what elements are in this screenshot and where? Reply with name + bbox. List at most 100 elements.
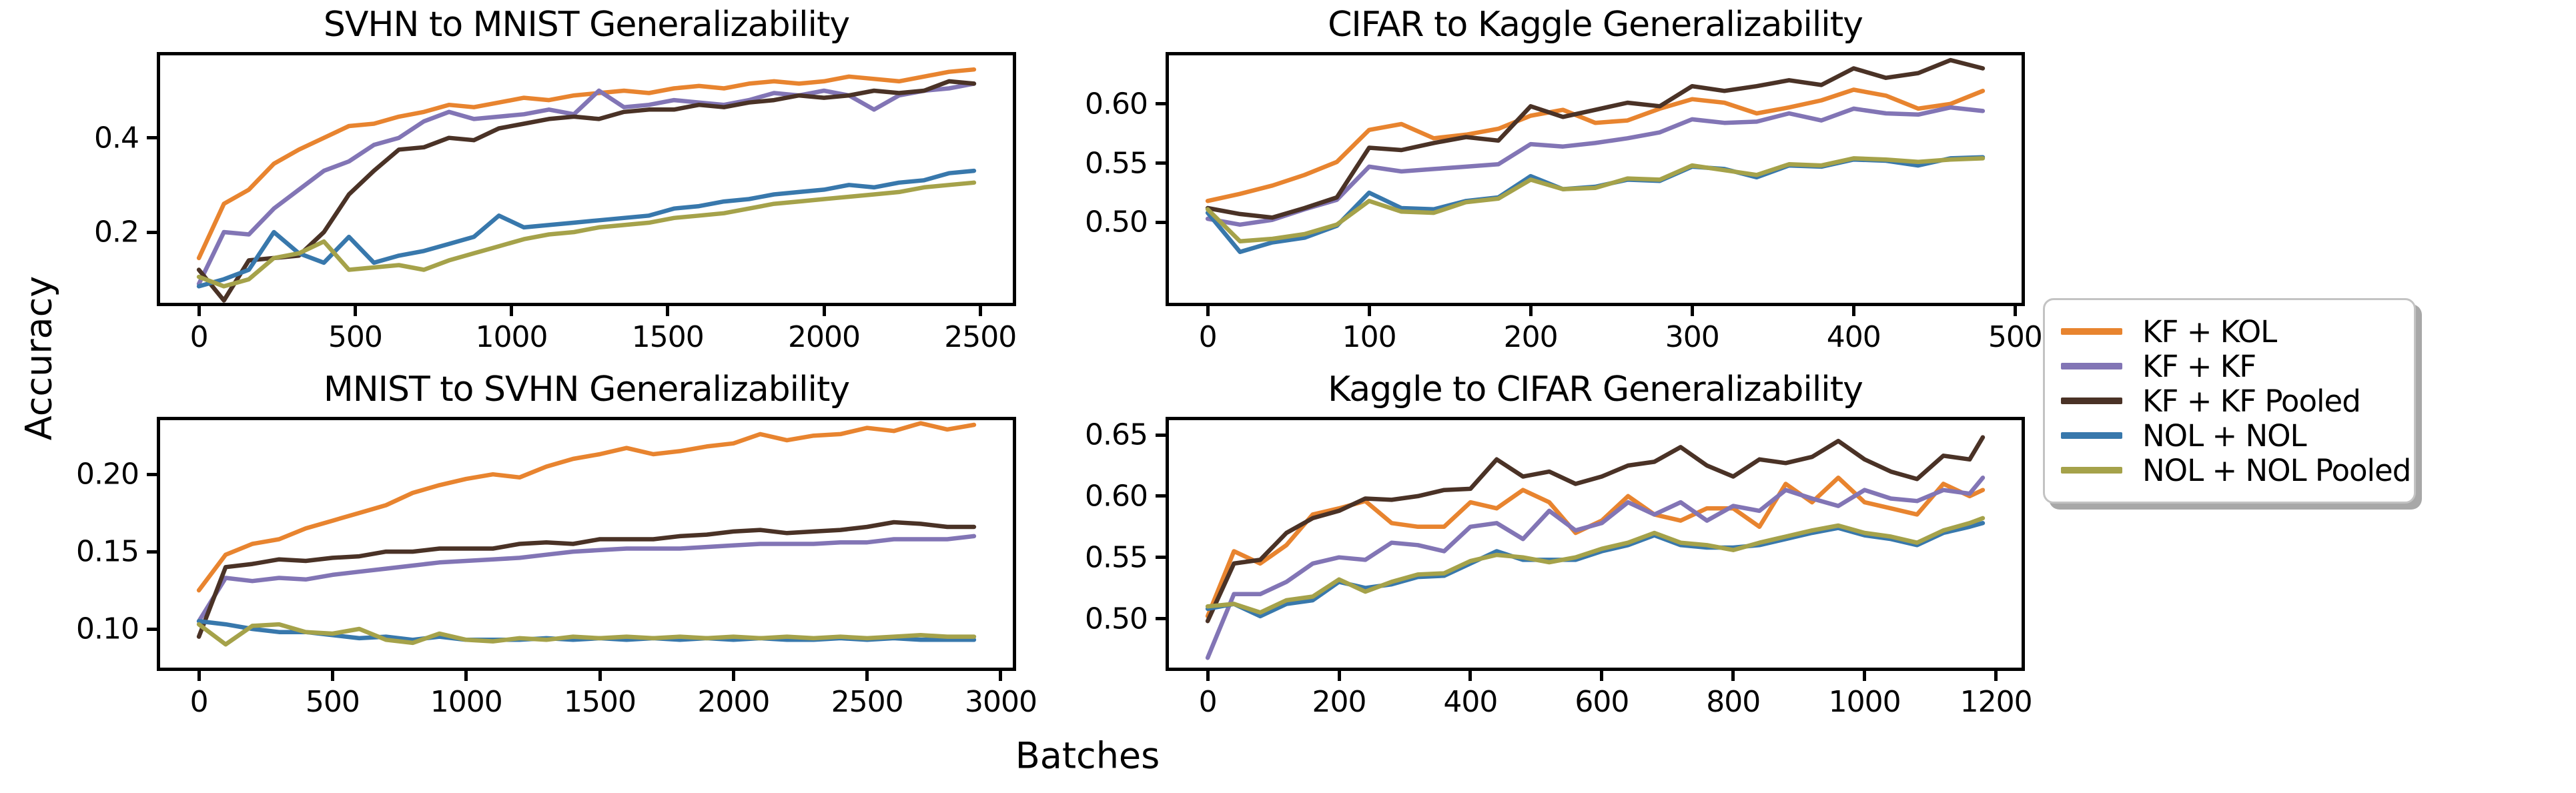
chart-title-kaggle-cifar: Kaggle to CIFAR Generalizability xyxy=(1328,369,1863,410)
y-tick-label: 0.4 xyxy=(94,121,139,155)
x-tick-mark xyxy=(1851,306,1855,316)
x-tick-label: 800 xyxy=(1706,685,1761,719)
y-tick-mark xyxy=(147,136,157,140)
x-tick-label: 0 xyxy=(1198,685,1218,719)
y-tick-mark xyxy=(1156,220,1166,224)
chart-title-cifar-kaggle: CIFAR to Kaggle Generalizability xyxy=(1328,5,1863,45)
x-tick-mark xyxy=(1206,306,1210,316)
x-tick-mark xyxy=(999,671,1003,681)
y-tick-label: 0.50 xyxy=(1085,205,1148,239)
x-tick-label: 0 xyxy=(189,320,209,354)
legend-item-2: KF + KF Pooled xyxy=(2061,383,2398,419)
x-axis-label: Batches xyxy=(1015,734,1160,777)
y-tick-mark xyxy=(147,472,157,476)
x-tick-mark xyxy=(731,671,735,681)
series-line-nol-nol xyxy=(1205,521,1986,619)
y-tick-mark xyxy=(1156,161,1166,165)
x-tick-label: 500 xyxy=(1988,320,2043,354)
x-tick-label: 200 xyxy=(1503,320,1559,354)
legend-line-swatch xyxy=(2061,363,2122,369)
y-tick-mark xyxy=(147,627,157,631)
series-line-kf-kol xyxy=(196,67,977,261)
plot-area-mnist-svhn xyxy=(196,421,977,647)
series-line-kf-kf-pooled xyxy=(196,520,977,639)
y-axis-label: Accuracy xyxy=(17,275,60,441)
chart-title-mnist-svhn: MNIST to SVHN Generalizability xyxy=(323,369,850,410)
x-tick-label: 600 xyxy=(1575,685,1629,719)
legend-label: NOL + NOL Pooled xyxy=(2142,452,2411,488)
series-line-kf-kol xyxy=(1205,87,1986,203)
x-tick-mark xyxy=(1863,671,1867,681)
plot-area-kaggle-cifar xyxy=(1205,435,1986,660)
legend-label: NOL + NOL xyxy=(2142,418,2307,454)
y-tick-mark xyxy=(147,550,157,554)
series-line-kf-kol xyxy=(1205,476,1986,619)
legend-line-swatch xyxy=(2061,328,2122,335)
series-line-kf-kf xyxy=(196,534,977,624)
x-tick-label: 2500 xyxy=(944,320,1017,354)
y-tick-label: 0.65 xyxy=(1085,418,1148,452)
x-tick-label: 500 xyxy=(328,320,383,354)
x-tick-label: 2500 xyxy=(831,685,904,719)
x-tick-mark xyxy=(1600,671,1604,681)
legend-label: KF + KOL xyxy=(2142,313,2277,349)
series-line-kf-kf-pooled xyxy=(196,79,977,303)
x-tick-mark xyxy=(1468,671,1472,681)
x-tick-label: 400 xyxy=(1443,685,1498,719)
x-tick-mark xyxy=(353,306,357,316)
x-tick-label: 0 xyxy=(189,685,209,719)
series-line-kf-kf-pooled xyxy=(1205,435,1986,624)
chart-svhn-mnist: SVHN to MNIST Generalizability 0 500 1000 15… xyxy=(94,5,1017,354)
x-tick-mark xyxy=(1731,671,1735,681)
series-line-kf-kf-pooled xyxy=(1205,57,1986,220)
x-tick-mark xyxy=(865,671,869,681)
y-tick-mark xyxy=(1156,433,1166,437)
x-tick-label: 100 xyxy=(1342,320,1397,354)
x-tick-mark xyxy=(978,306,982,316)
x-tick-mark xyxy=(822,306,826,316)
y-tick-label: 0.55 xyxy=(1085,540,1148,575)
legend: KF + KOL KF + KF KF + KF Pooled NOL + NOL NO… xyxy=(2043,298,2416,504)
y-tick-label: 0.10 xyxy=(76,612,139,646)
series-line-nol-nol-pooled xyxy=(1205,516,1986,615)
y-tick-label: 0.2 xyxy=(94,215,139,249)
chart-mnist-svhn: MNIST to SVHN Generalizability 0 500 1000 15… xyxy=(76,369,1037,719)
x-tick-label: 300 xyxy=(1665,320,1720,354)
y-tick-mark xyxy=(1156,494,1166,498)
legend-line-swatch xyxy=(2061,467,2122,474)
y-tick-label: 0.20 xyxy=(76,457,139,492)
chart-kaggle-cifar: Kaggle to CIFAR Generalizability 0 200 400 6… xyxy=(1085,369,2033,719)
legend-label: KF + KF xyxy=(2142,348,2256,384)
series-line-kf-kol xyxy=(196,421,977,593)
x-tick-mark xyxy=(1994,671,1998,681)
legend-label: KF + KF Pooled xyxy=(2142,383,2361,419)
x-tick-label: 400 xyxy=(1826,320,1881,354)
x-tick-label: 1500 xyxy=(631,320,705,354)
y-tick-mark xyxy=(1156,556,1166,560)
x-tick-mark xyxy=(666,306,670,316)
series-line-kf-kf xyxy=(1205,105,1986,227)
series-line-kf-kf xyxy=(1205,476,1986,660)
x-tick-label: 1500 xyxy=(564,685,636,719)
x-tick-label: 2000 xyxy=(697,685,770,719)
series-line-nol-nol xyxy=(196,168,977,289)
legend-item-0: KF + KOL xyxy=(2061,313,2398,349)
x-tick-mark xyxy=(598,671,602,681)
y-tick-mark xyxy=(1156,617,1166,621)
x-tick-mark xyxy=(1206,671,1210,681)
x-tick-mark xyxy=(1367,306,1371,316)
y-tick-label: 0.15 xyxy=(76,534,139,569)
plot-area-svhn-mnist xyxy=(196,67,977,303)
x-tick-label: 1000 xyxy=(1828,685,1901,719)
legend-item-4: NOL + NOL Pooled xyxy=(2061,453,2411,488)
legend-line-swatch xyxy=(2061,398,2122,404)
x-tick-label: 2000 xyxy=(788,320,861,354)
x-tick-label: 1000 xyxy=(430,685,503,719)
x-tick-label: 500 xyxy=(305,685,360,719)
x-tick-mark xyxy=(197,306,201,316)
y-tick-label: 0.60 xyxy=(1085,479,1148,514)
legend-line-swatch xyxy=(2061,432,2122,439)
x-tick-label: 200 xyxy=(1312,685,1367,719)
series-line-nol-nol-pooled xyxy=(1205,156,1986,243)
